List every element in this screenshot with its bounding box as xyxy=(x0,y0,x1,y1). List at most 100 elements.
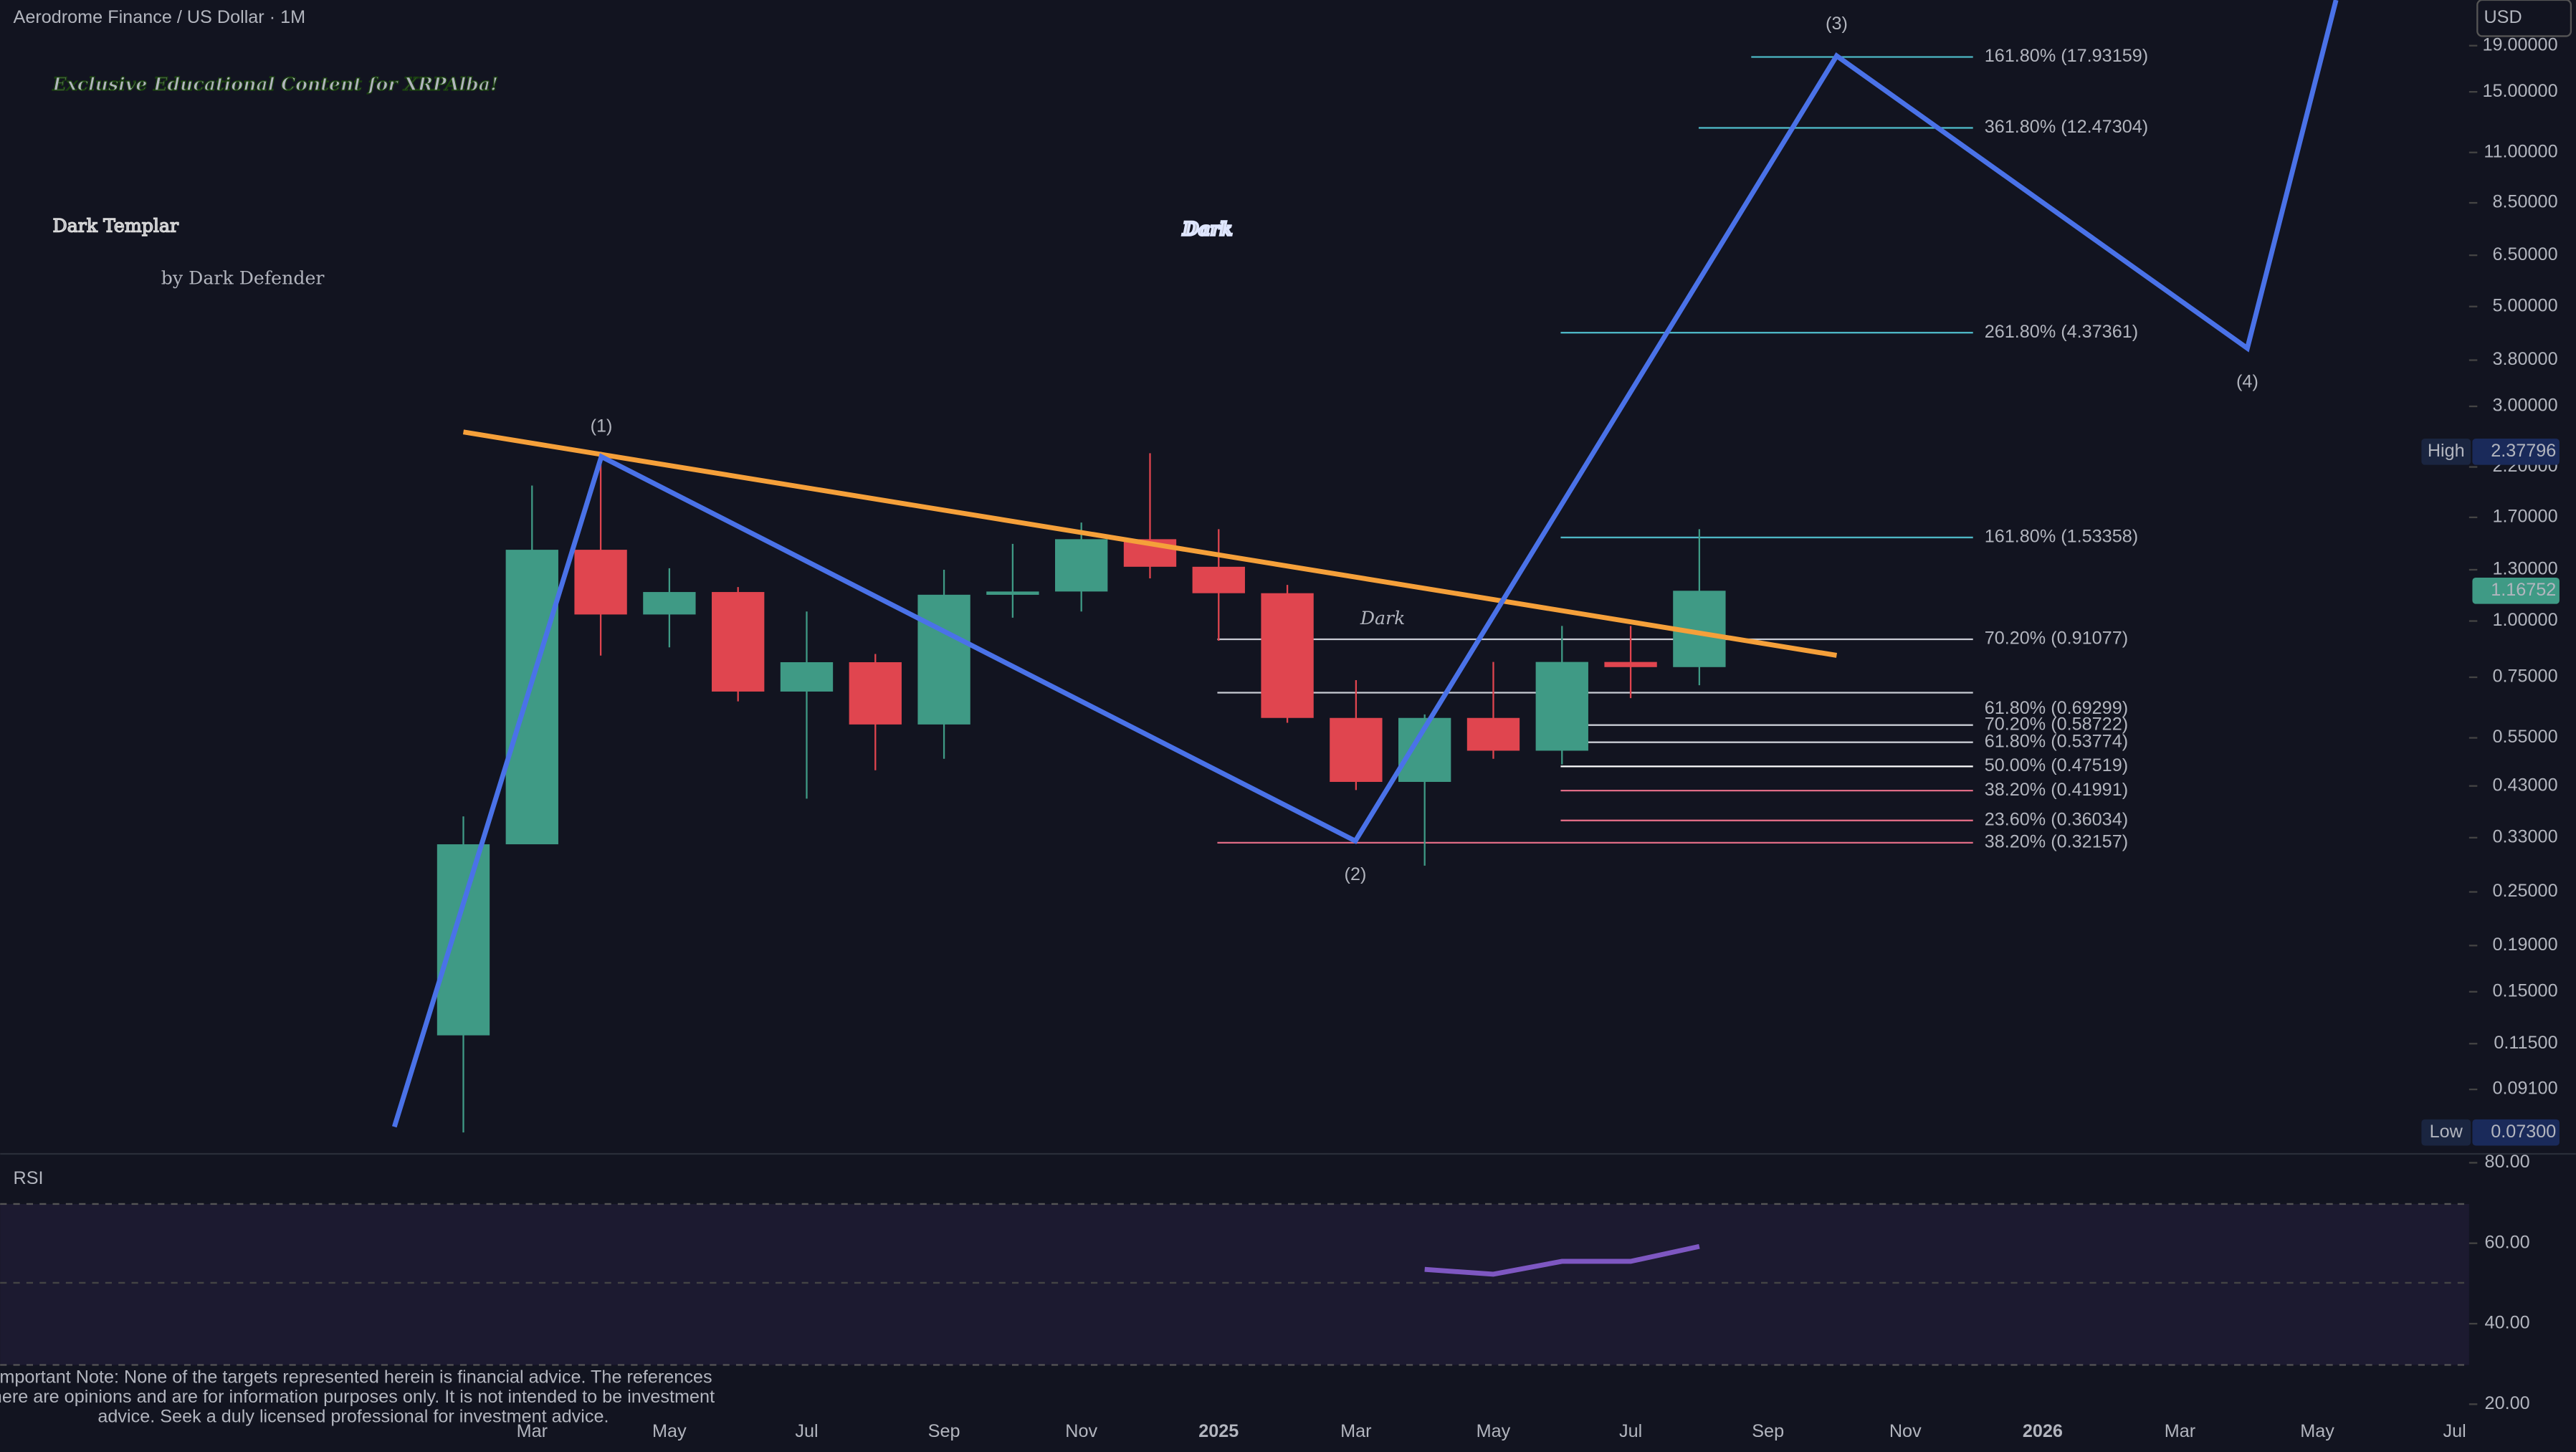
rsi-tick-label: 60.00 xyxy=(2485,1232,2530,1252)
x-tick-label: Mar xyxy=(517,1421,548,1441)
marker-box xyxy=(2472,1119,2560,1146)
rsi-tick-label: 80.00 xyxy=(2485,1152,2530,1172)
marker-tag xyxy=(2421,1119,2471,1146)
x-tick-label: Nov xyxy=(1889,1421,1922,1441)
candle-body xyxy=(1055,539,1108,592)
rsi-tick-label: 40.00 xyxy=(2485,1313,2530,1333)
marker-value: 0.07300 xyxy=(2491,1122,2556,1142)
fib-label: 70.20% (0.58722) xyxy=(1985,714,2128,734)
x-tick-label: Jul xyxy=(795,1421,818,1441)
wave-label: (2) xyxy=(1345,864,1367,884)
y-tick-label: 0.11500 xyxy=(2494,1033,2557,1053)
rsi-line xyxy=(1424,1243,1700,1277)
last-price-box xyxy=(2472,577,2560,604)
plot: 19.00000 15.00000 11.00000 8.50000 6.50000 5.… xyxy=(437,34,2560,1441)
x-tick-label: Mar xyxy=(1340,1421,1371,1441)
x-tick-label: Jul xyxy=(2443,1421,2466,1441)
marker-name: High xyxy=(2428,441,2465,461)
y-tick-label: 11.00000 xyxy=(2484,141,2557,161)
candle-body xyxy=(986,591,1039,595)
candle-body xyxy=(1261,593,1314,718)
candle-body xyxy=(1604,661,1657,667)
fib-label: 50.00% (0.47519) xyxy=(1985,755,2128,775)
brand: Dark Templar xyxy=(53,215,179,236)
wave-label: (4) xyxy=(2236,372,2258,392)
y-tick-label: 6.50000 xyxy=(2492,244,2557,264)
rsi-tick-label: 20.00 xyxy=(2485,1393,2530,1413)
x-tick-label: Nov xyxy=(1065,1421,1097,1441)
wave-label: (1) xyxy=(591,416,613,436)
candle-body xyxy=(780,661,834,692)
y-tick-label: 1.30000 xyxy=(2492,559,2557,579)
candle-body xyxy=(574,550,627,615)
y-tick-label: 8.50000 xyxy=(2492,192,2557,212)
fib-label: 38.20% (0.32157) xyxy=(1985,832,2128,852)
candle-body xyxy=(712,592,765,692)
fib-label: 161.80% (17.93159) xyxy=(1985,46,2148,66)
last-price: 1.16752 xyxy=(2491,580,2556,600)
y-tick-label: 0.09100 xyxy=(2492,1079,2557,1099)
fib-label: 261.80% (4.37361) xyxy=(1985,322,2138,342)
x-tick-label: May xyxy=(1477,1421,1511,1441)
fib-label: 23.60% (0.36034) xyxy=(1985,809,2128,829)
disclaimer: advice. Seek a duly licensed professiona… xyxy=(97,1407,609,1427)
candle-body xyxy=(1466,717,1520,751)
fib-label: 38.20% (0.41991) xyxy=(1985,780,2128,800)
x-tick-label: 2026 xyxy=(2023,1421,2063,1441)
fib-label: 361.80% (12.47304) xyxy=(1985,117,2148,137)
y-tick-label: 0.75000 xyxy=(2492,667,2557,687)
y-tick-label: 0.25000 xyxy=(2492,881,2557,901)
fib-label: 61.80% (0.53774) xyxy=(1985,731,2128,751)
rsi-title: RSI xyxy=(14,1168,44,1188)
candle-body xyxy=(1535,661,1588,751)
candle-body xyxy=(437,844,490,1036)
y-tick-label: 19.00000 xyxy=(2482,34,2557,54)
marker-value: 2.37796 xyxy=(2491,441,2556,461)
marker-tag xyxy=(2421,439,2471,465)
disclaimer: here are opinions and are for informatio… xyxy=(0,1387,715,1407)
candle-body xyxy=(849,661,902,725)
byline: by Dark Defender xyxy=(161,268,325,289)
wave-path xyxy=(391,0,2339,1128)
x-tick-label: Sep xyxy=(1752,1421,1784,1441)
x-tick-label: Jul xyxy=(1619,1421,1642,1441)
y-tick-label: 0.55000 xyxy=(2492,727,2557,747)
y-tick-label: 3.80000 xyxy=(2492,349,2557,369)
banner: Exclusive Educational Content for XRPAlb… xyxy=(52,73,499,95)
candle-body xyxy=(917,594,970,725)
y-tick-label: 1.70000 xyxy=(2492,507,2557,527)
x-tick-label: May xyxy=(652,1421,687,1441)
wave-label: (3) xyxy=(1826,14,1848,34)
small-watermark: Dark xyxy=(1360,608,1406,629)
trendline xyxy=(462,429,1838,658)
symbol-title: Aerodrome Finance / US Dollar · 1M xyxy=(14,7,306,27)
fib-label: 61.80% (0.69299) xyxy=(1985,698,2128,718)
y-tick-label: 0.43000 xyxy=(2492,775,2557,795)
fib-label: 70.20% (0.91077) xyxy=(1985,629,2128,649)
x-tick-label: Sep xyxy=(928,1421,960,1441)
y-tick-label: 15.00000 xyxy=(2482,81,2557,101)
x-tick-label: May xyxy=(2300,1421,2334,1441)
candle-body xyxy=(1192,566,1245,593)
rsi-band xyxy=(0,1203,2469,1365)
y-tick-label: 5.00000 xyxy=(2492,295,2557,315)
x-tick-label: 2025 xyxy=(1198,1421,1239,1441)
y-tick-label: 1.00000 xyxy=(2492,610,2557,630)
currency-button[interactable] xyxy=(2476,0,2572,37)
marker-name: Low xyxy=(2430,1122,2463,1142)
y-tick-label: 0.19000 xyxy=(2492,935,2557,955)
candle-body xyxy=(643,592,696,615)
y-tick-label: 0.33000 xyxy=(2492,826,2557,846)
y-tick-label: 0.15000 xyxy=(2492,980,2557,1000)
candle-body xyxy=(505,550,558,845)
big-watermark: Dark xyxy=(1182,218,1232,239)
candle-body xyxy=(1330,717,1383,782)
marker-box xyxy=(2472,439,2560,465)
disclaimer: Important Note: None of the targets repr… xyxy=(0,1367,712,1387)
y-tick-label: 3.00000 xyxy=(2492,396,2557,416)
currency: USD xyxy=(2484,7,2522,27)
fib-label: 161.80% (1.53358) xyxy=(1985,527,2138,547)
x-tick-label: Mar xyxy=(2165,1421,2195,1441)
